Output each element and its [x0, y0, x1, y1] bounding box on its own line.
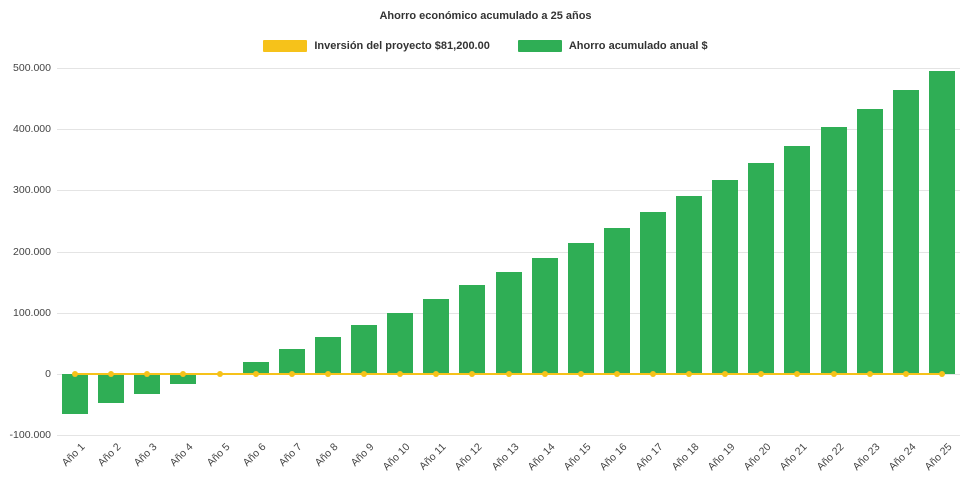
x-axis-tick-label: Año 25	[922, 441, 955, 474]
investment-marker[interactable]	[902, 370, 909, 377]
investment-marker[interactable]	[866, 370, 873, 377]
investment-marker[interactable]	[613, 370, 620, 377]
investment-marker[interactable]	[288, 370, 295, 377]
x-axis-tick-label: Año 3	[131, 441, 160, 469]
investment-marker[interactable]	[938, 370, 945, 377]
x-axis-tick-label: Año 5	[204, 441, 233, 469]
investment-marker[interactable]	[108, 370, 115, 377]
legend: Inversión del proyecto $81,200.00 Ahorro …	[0, 40, 971, 52]
legend-label: Ahorro acumulado anual $	[568, 40, 708, 52]
x-axis-tick-label: Año 17	[633, 441, 666, 474]
investment-marker[interactable]	[180, 370, 187, 377]
bar-año-15[interactable]	[567, 242, 594, 374]
x-axis-tick-label: Año 20	[741, 441, 774, 474]
investment-marker[interactable]	[216, 370, 223, 377]
bar-año-16[interactable]	[603, 227, 630, 374]
chart-title: Ahorro económico acumulado a 25 años	[379, 10, 592, 22]
plot-area: 500.000 400.000 300.000 200.000 100.000 0 -100…	[10, 62, 960, 473]
legend-swatch-investment	[263, 40, 308, 52]
bar-año-23[interactable]	[856, 108, 883, 374]
x-axis-tick-label: Año 2	[95, 441, 124, 469]
x-axis-tick-label: Año 11	[417, 441, 449, 473]
bar-año-18[interactable]	[676, 195, 703, 374]
bar-año-24[interactable]	[892, 90, 919, 374]
bar-año-7[interactable]	[278, 349, 305, 374]
y-axis-tick-label: 0	[45, 367, 51, 380]
bar-año-22[interactable]	[820, 127, 847, 374]
bar-año-14[interactable]	[531, 257, 558, 374]
investment-marker[interactable]	[72, 370, 79, 377]
investment-marker[interactable]	[758, 370, 765, 377]
bar-año-9[interactable]	[351, 324, 378, 374]
gridline	[57, 251, 960, 253]
bar-año-21[interactable]	[784, 145, 811, 374]
gridline	[57, 68, 960, 69]
investment-marker[interactable]	[144, 370, 151, 377]
investment-marker[interactable]	[541, 370, 548, 377]
investment-marker[interactable]	[361, 370, 368, 377]
x-axis-tick-label: Año 10	[380, 441, 413, 474]
gridline	[57, 435, 960, 436]
x-axis-tick-label: Año 4	[167, 441, 196, 469]
investment-marker[interactable]	[649, 370, 656, 377]
x-axis-tick-label: Año 14	[525, 441, 558, 474]
investment-marker[interactable]	[830, 370, 837, 377]
x-axis-tick-label: Año 22	[814, 441, 847, 474]
investment-marker[interactable]	[433, 370, 440, 377]
investment-marker[interactable]	[722, 370, 729, 377]
x-axis-tick-label: Año 1	[59, 441, 88, 469]
bar-año-2[interactable]	[98, 373, 125, 404]
legend-item-savings[interactable]: Ahorro acumulado anual $	[517, 40, 708, 52]
bar-año-1[interactable]	[62, 373, 89, 414]
investment-marker[interactable]	[577, 370, 584, 377]
x-axis-tick-label: Año 13	[488, 441, 521, 474]
gridline	[57, 129, 960, 131]
x-axis-tick-label: Año 19	[705, 441, 738, 474]
x-axis-tick-label: Año 9	[348, 441, 377, 469]
legend-label: Inversión del proyecto $81,200.00	[314, 40, 490, 52]
bar-año-10[interactable]	[387, 312, 414, 374]
y-axis-tick-label: 300.000	[13, 184, 51, 197]
x-axis-tick-label: Año 6	[240, 441, 269, 469]
x-axis-tick-label: Año 7	[276, 441, 305, 469]
y-axis-tick-label: 500.000	[13, 62, 51, 74]
bar-año-25[interactable]	[928, 71, 955, 374]
legend-swatch-savings	[517, 40, 562, 52]
investment-marker[interactable]	[397, 370, 404, 377]
x-axis-tick-label: Año 21	[777, 441, 810, 474]
x-axis-tick-label: Año 8	[312, 441, 341, 469]
gridline	[57, 190, 960, 192]
investment-marker[interactable]	[686, 370, 693, 377]
legend-item-investment[interactable]: Inversión del proyecto $81,200.00	[263, 40, 490, 52]
bar-año-20[interactable]	[748, 162, 775, 374]
bar-año-12[interactable]	[459, 285, 486, 374]
bar-año-3[interactable]	[134, 373, 161, 394]
bar-año-4[interactable]	[170, 373, 197, 384]
investment-marker[interactable]	[469, 370, 476, 377]
x-axis-tick-label: Año 23	[850, 441, 883, 474]
y-axis-tick-label: 100.000	[13, 306, 51, 319]
investment-marker[interactable]	[505, 370, 512, 377]
x-axis-tick-label: Año 18	[669, 441, 702, 474]
investment-marker[interactable]	[794, 370, 801, 377]
bar-año-8[interactable]	[314, 337, 341, 374]
investment-marker[interactable]	[252, 370, 259, 377]
x-axis-tick-label: Año 16	[597, 441, 630, 474]
y-axis-tick-label: 200.000	[13, 245, 51, 258]
y-axis-tick-label: -100.000	[9, 429, 51, 441]
investment-marker[interactable]	[324, 370, 331, 377]
bar-año-11[interactable]	[423, 299, 450, 374]
x-axis-tick-label: Año 24	[886, 441, 919, 474]
y-axis-tick-label: 400.000	[13, 123, 51, 136]
x-axis-tick-label: Año 15	[561, 441, 594, 474]
x-axis-tick-label: Año 12	[452, 441, 485, 474]
bar-año-19[interactable]	[712, 179, 739, 374]
bar-año-17[interactable]	[639, 211, 666, 374]
bar-año-6[interactable]	[242, 361, 269, 374]
bar-año-13[interactable]	[495, 271, 522, 374]
